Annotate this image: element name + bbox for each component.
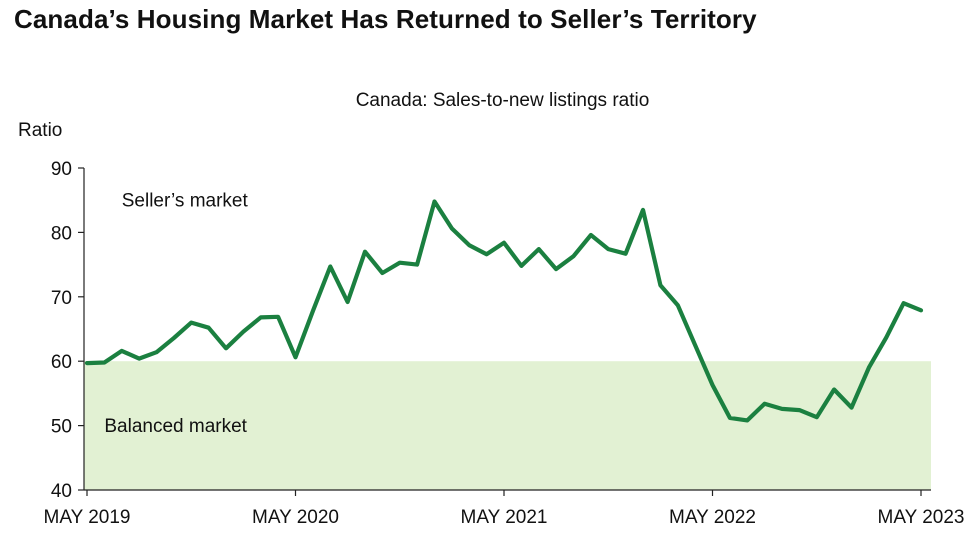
x-tick-label: MAY 2023 [878,507,965,528]
x-tick-label: MAY 2019 [44,507,131,528]
shaded-region-layer [84,361,931,490]
y-tick-label: 50 [51,417,72,438]
y-tick-label: 70 [51,288,72,309]
chart-title: Canada’s Housing Market Has Returned to … [14,4,757,34]
x-tick-label: MAY 2021 [461,507,548,528]
y-tick-label: 90 [51,159,72,180]
axes-layer [78,167,931,496]
x-tick-label: MAY 2020 [252,507,339,528]
series-layer [84,199,924,423]
y-tick-label: 60 [51,352,72,373]
y-tick-label: 80 [51,223,72,244]
x-tick-label: MAY 2022 [669,507,756,528]
sales-to-listings-line [84,199,924,423]
region-annotation: Seller’s market [122,191,249,212]
labels-layer: 40 50 60 70 80 90 MAY 2019 MAY 2020 MAY 2021 MAY … [44,159,965,528]
y-axis-label: Ratio [18,120,63,141]
region-annotation: Balanced market [104,416,247,437]
chart-subtitle: Canada: Sales-to-new listings ratio [355,90,650,111]
y-tick-label: 40 [51,481,72,502]
balanced-market-region [84,361,931,490]
